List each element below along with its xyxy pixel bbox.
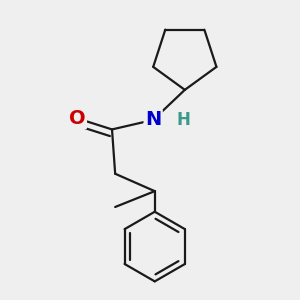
Text: N: N [145, 110, 161, 129]
Text: H: H [176, 111, 190, 129]
Text: O: O [69, 109, 85, 128]
